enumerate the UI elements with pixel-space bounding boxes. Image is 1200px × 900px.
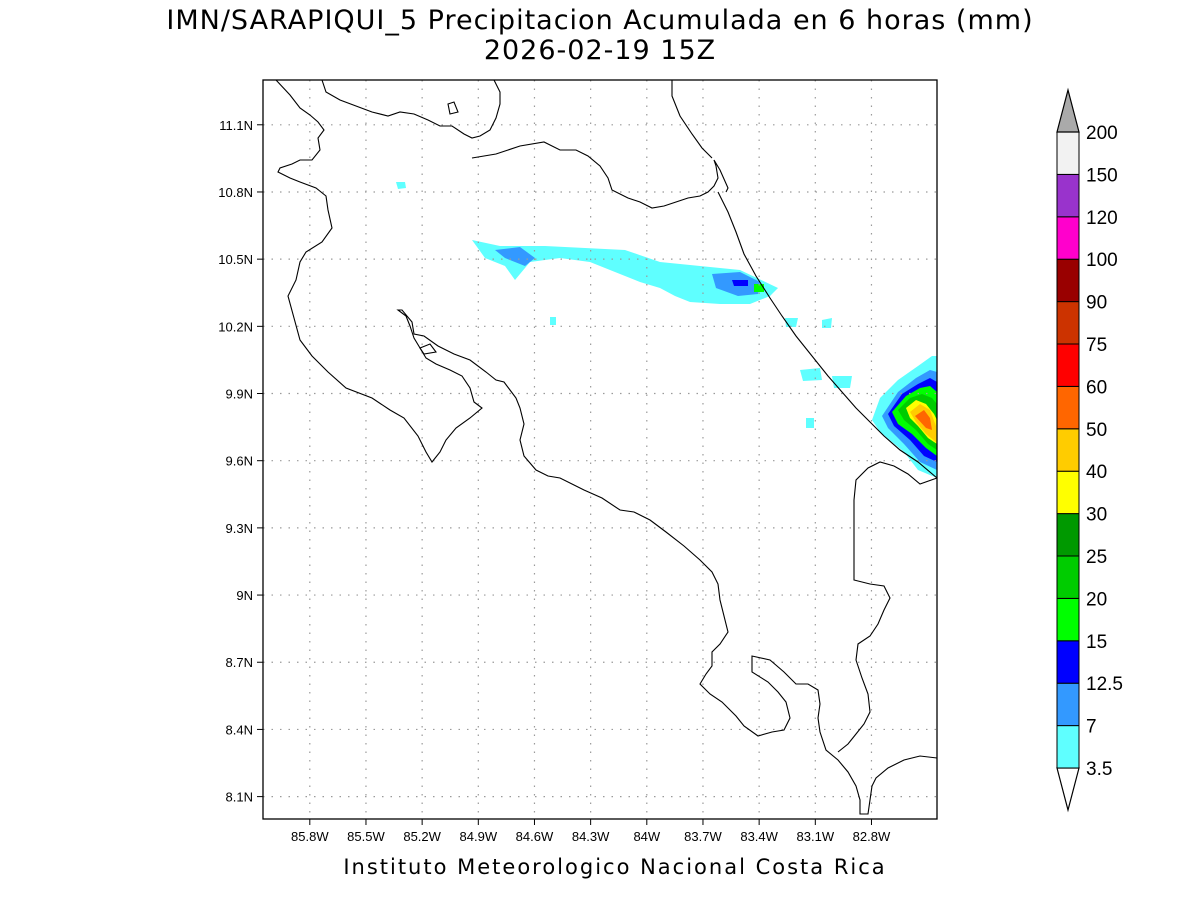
colorbar-label: 60 (1086, 377, 1107, 398)
colorbar-box (1056, 131, 1080, 175)
colorbar-box (1056, 385, 1080, 430)
precip-cell (822, 318, 832, 328)
lat-tick-label: 8.7N (226, 655, 253, 670)
colorbar-label: 120 (1086, 208, 1118, 229)
colorbar-label: 7 (1086, 717, 1097, 738)
colorbar-box (1056, 428, 1080, 472)
lon-tick-label: 84.9W (460, 829, 498, 844)
precip-shading (396, 182, 937, 478)
colorbar-label: 100 (1086, 250, 1118, 271)
colorbar-label: 150 (1086, 165, 1118, 186)
lon-tick-label: 84.3W (572, 829, 610, 844)
precip-cell (550, 317, 556, 325)
lat-tick-label: 9N (236, 588, 253, 603)
colorbar: 3.5 7 12.5 15 20 25 30 40 50 60 75 90 100 120 150 200 (1056, 87, 1123, 813)
colorbar-label: 20 (1086, 589, 1107, 610)
precip-cluster-50 (915, 410, 932, 430)
colorbar-label: 90 (1086, 293, 1107, 314)
colorbar-box (1056, 640, 1080, 684)
colorbar-box (1056, 216, 1080, 260)
colorbar-box (1056, 470, 1080, 515)
colorbar-box (1056, 301, 1080, 345)
coastline (275, 79, 938, 815)
colorbar-label: 30 (1086, 505, 1107, 526)
colorbar-box (1056, 258, 1080, 303)
axis-ticks: 85.8W 85.5W 85.2W 84.9W 84.6W 84.3W 84W 83.7W 83… (218, 118, 891, 844)
colorbar-box (1056, 597, 1080, 642)
colorbar-label: 75 (1086, 335, 1107, 356)
lat-tick-label: 10.8N (218, 185, 253, 200)
precip-core-green (754, 284, 764, 292)
lat-tick-label: 8.4N (226, 722, 253, 737)
precip-band-north (472, 240, 778, 304)
colorbar-box (1056, 682, 1080, 727)
credit-text: Instituto Meteorologico Nacional Costa R… (343, 855, 887, 879)
colorbar-label: 12.5 (1086, 674, 1123, 695)
lat-tick-label: 11.1N (219, 118, 253, 133)
lon-tick-label: 83.4W (740, 829, 778, 844)
colorbar-label: 25 (1086, 547, 1107, 568)
lat-tick-label: 10.5N (218, 252, 253, 267)
colorbar-arrow-high (1056, 87, 1080, 133)
colorbar-box (1056, 555, 1080, 599)
lon-tick-label: 82.8W (853, 829, 891, 844)
map-grid (263, 80, 937, 819)
lon-tick-label: 85.8W (291, 829, 329, 844)
lat-tick-label: 9.3N (226, 521, 253, 536)
colorbar-label: 3.5 (1086, 759, 1112, 780)
colorbar-label: 15 (1086, 632, 1107, 653)
lon-tick-label: 83.1W (797, 829, 835, 844)
colorbar-box (1056, 343, 1080, 387)
lat-tick-label: 9.6N (226, 454, 253, 469)
colorbar-label: 40 (1086, 462, 1107, 483)
colorbar-box (1056, 725, 1080, 769)
lat-tick-label: 10.2N (218, 319, 253, 334)
lon-tick-label: 84W (633, 829, 660, 844)
colorbar-label: 50 (1086, 420, 1107, 441)
colorbar-label: 200 (1086, 123, 1118, 144)
colorbar-box (1056, 513, 1080, 557)
lon-tick-label: 83.7W (684, 829, 722, 844)
precip-cell (806, 418, 814, 428)
lon-tick-label: 85.5W (347, 829, 385, 844)
lat-tick-label: 9.9N (226, 387, 253, 402)
colorbar-arrow-low (1056, 767, 1080, 813)
map-title: IMN/SARAPIQUI_5 Precipitacion Acumulada … (166, 5, 1034, 36)
map-valid-time: 2026-02-19 15Z (483, 35, 717, 66)
precip-core-west (495, 247, 535, 266)
precip-core-blue (732, 280, 748, 286)
lon-tick-label: 85.2W (403, 829, 441, 844)
precip-cell (396, 182, 406, 189)
map-frame (262, 79, 938, 820)
lat-tick-label: 8.1N (226, 790, 253, 805)
precip-cell (832, 376, 852, 388)
precip-cell (800, 368, 822, 381)
lon-tick-label: 84.6W (516, 829, 554, 844)
colorbar-box (1056, 173, 1080, 218)
